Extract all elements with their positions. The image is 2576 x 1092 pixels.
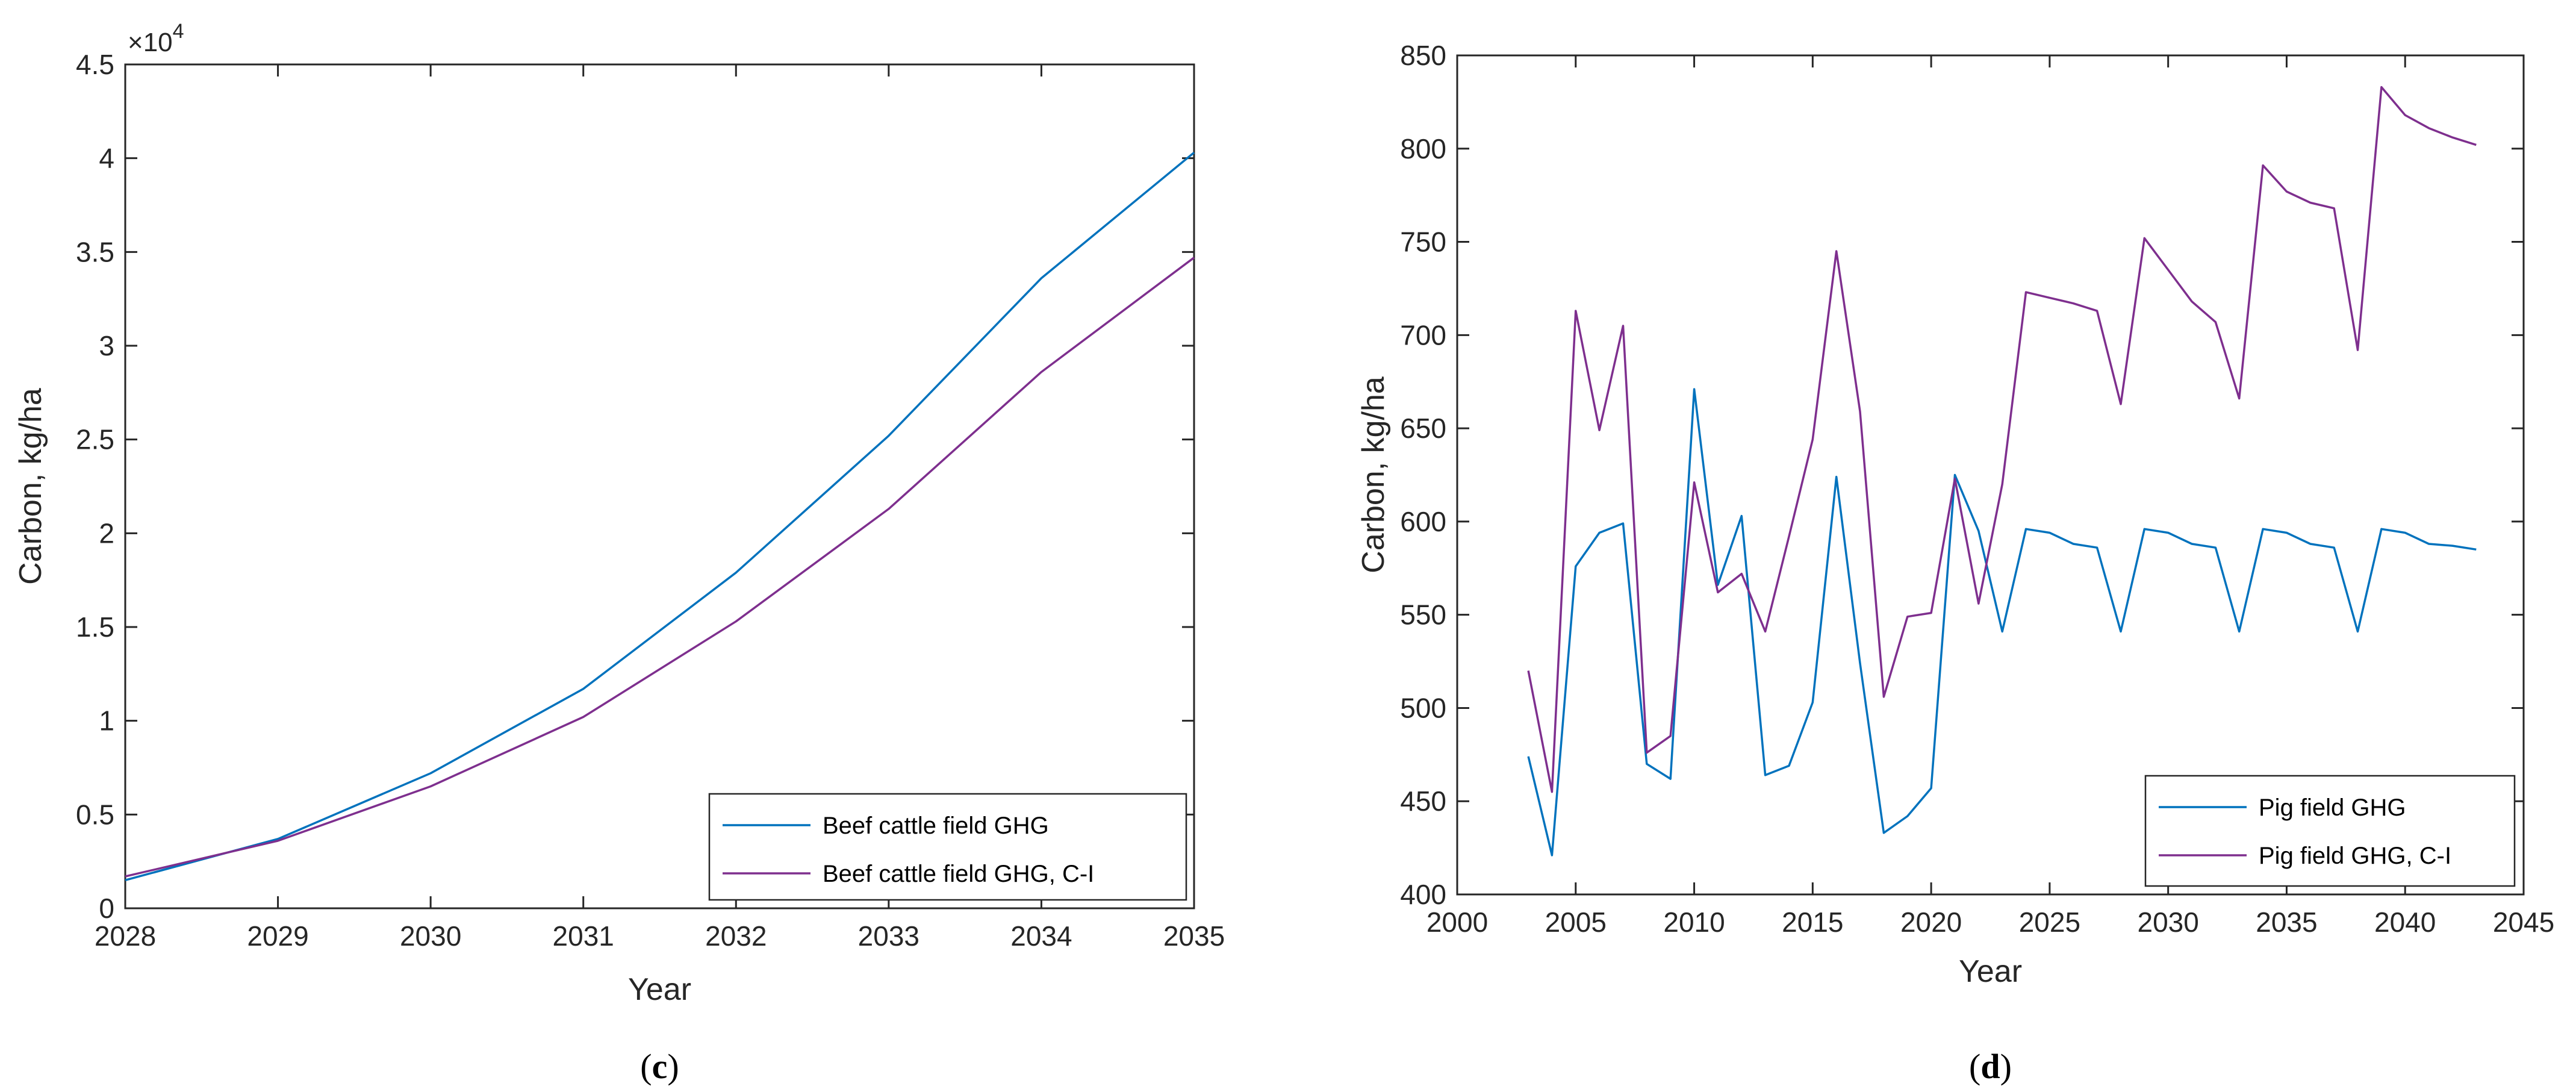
x-tick-label: 2035 bbox=[2256, 906, 2317, 938]
y-exponent-power: 4 bbox=[173, 20, 184, 43]
caption-letter: d bbox=[1980, 1047, 2000, 1086]
series-line-2 bbox=[125, 257, 1195, 878]
y-tick-label: 3 bbox=[99, 330, 114, 361]
legend-label-2: Beef cattle field GHG, C-I bbox=[823, 861, 1094, 887]
x-tick-label: 2033 bbox=[858, 920, 919, 952]
x-tick-label: 2030 bbox=[400, 920, 461, 952]
x-tick-label: 2031 bbox=[553, 920, 614, 952]
y-tick-label: 850 bbox=[1400, 40, 1446, 71]
y-tick-label: 3.5 bbox=[76, 236, 114, 267]
legend-label-2: Pig field GHG, C-I bbox=[2259, 843, 2451, 869]
plot-area bbox=[1456, 54, 2525, 896]
x-tick-label: 2040 bbox=[2374, 906, 2436, 938]
caption-letter: c bbox=[652, 1047, 668, 1086]
legend: Beef cattle field GHG Beef cattle field G… bbox=[708, 793, 1187, 901]
legend-label-1: Pig field GHG bbox=[2259, 794, 2406, 821]
y-tick-label: 600 bbox=[1400, 506, 1446, 537]
y-tick-label: 0.5 bbox=[76, 799, 114, 830]
y-tick-label: 2 bbox=[99, 517, 114, 549]
panel-caption: (d) bbox=[1969, 1047, 2012, 1086]
panel-caption: (c) bbox=[640, 1047, 679, 1086]
caption-open: ( bbox=[640, 1047, 652, 1086]
y-tick-label: 2.5 bbox=[76, 424, 114, 455]
y-tick-label: 800 bbox=[1400, 133, 1446, 164]
series-line-1 bbox=[1527, 388, 2477, 856]
y-tick-label: 500 bbox=[1400, 692, 1446, 723]
y-exponent-label: ×104 bbox=[128, 20, 184, 57]
caption-close: ) bbox=[2000, 1047, 2012, 1086]
x-tick-label: 2032 bbox=[705, 920, 767, 952]
x-tick-label: 2015 bbox=[1782, 906, 1843, 938]
plot-area bbox=[124, 63, 1195, 909]
x-axis-label: Year bbox=[628, 972, 691, 1007]
y-tick-label: 4 bbox=[99, 143, 114, 174]
x-tick-label: 2034 bbox=[1010, 920, 1072, 952]
x-tick-label: 2029 bbox=[247, 920, 308, 952]
y-tick-label: 650 bbox=[1400, 413, 1446, 444]
caption-open: ( bbox=[1969, 1047, 1980, 1086]
y-axis-label: Carbon, kg/ha bbox=[13, 388, 48, 585]
y-tick-label: 400 bbox=[1400, 879, 1446, 910]
legend-box bbox=[708, 793, 1187, 901]
y-tick-label: 1 bbox=[99, 705, 114, 737]
series-line-1 bbox=[125, 151, 1195, 881]
y-tick-label: 4.5 bbox=[76, 49, 114, 80]
legend-box bbox=[2144, 775, 2516, 887]
x-tick-label: 2025 bbox=[2019, 906, 2080, 938]
y-exponent-base: ×10 bbox=[128, 28, 173, 57]
x-tick-label: 2005 bbox=[1545, 906, 1607, 938]
x-tick-label: 2030 bbox=[2137, 906, 2198, 938]
x-tick-label: 2000 bbox=[1426, 906, 1488, 938]
series-line-2 bbox=[1527, 86, 2477, 793]
x-tick-label: 2010 bbox=[1663, 906, 1725, 938]
y-tick-label: 550 bbox=[1400, 599, 1446, 631]
y-tick-label: 700 bbox=[1400, 319, 1446, 351]
y-axis-label: Carbon, kg/ha bbox=[1356, 376, 1391, 573]
caption-close: ) bbox=[667, 1047, 679, 1086]
chart-panel-c: 2028 2029 2030 2031 2032 2033 2034 2035 0 0.5 1 1.5… bbox=[13, 20, 1225, 1086]
y-tick-label: 450 bbox=[1400, 785, 1446, 817]
x-tick-label: 2028 bbox=[95, 920, 156, 952]
chart-panel-d: 2000 2005 2010 2015 2020 2025 2030 2035 2040 2045… bbox=[1356, 40, 2554, 1086]
y-tick-label: 0 bbox=[99, 893, 114, 924]
x-axis-label: Year bbox=[1959, 954, 2022, 989]
y-tick-label: 750 bbox=[1400, 226, 1446, 258]
x-tick-label: 2020 bbox=[1900, 906, 1962, 938]
y-tick-label: 1.5 bbox=[76, 611, 114, 643]
legend: Pig field GHG Pig field GHG, C-I bbox=[2144, 775, 2516, 887]
x-tick-label: 2045 bbox=[2493, 906, 2554, 938]
x-tick-label: 2035 bbox=[1163, 920, 1225, 952]
legend-label-1: Beef cattle field GHG bbox=[823, 813, 1049, 839]
